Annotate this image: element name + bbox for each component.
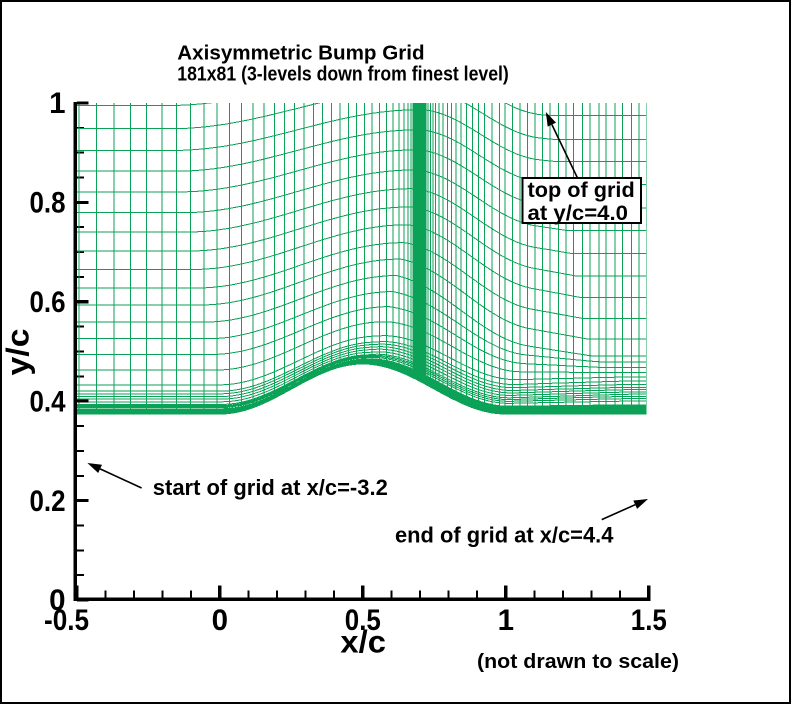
svg-text:0.5: 0.5	[345, 604, 381, 637]
svg-text:0.2: 0.2	[30, 485, 66, 518]
svg-text:(not drawn to scale): (not drawn to scale)	[477, 650, 679, 673]
svg-text:at y/c=4.0: at y/c=4.0	[528, 201, 629, 225]
svg-text:1.5: 1.5	[631, 604, 667, 637]
svg-text:start of grid at x/c=-3.2: start of grid at x/c=-3.2	[153, 475, 388, 500]
svg-text:-0.5: -0.5	[44, 604, 89, 637]
svg-text:1: 1	[498, 604, 514, 637]
svg-text:0.4: 0.4	[30, 385, 67, 418]
svg-text:x/c: x/c	[340, 624, 386, 660]
svg-text:0.8: 0.8	[30, 187, 66, 220]
svg-text:0: 0	[49, 584, 65, 617]
svg-text:181x81 (3-levels down from fin: 181x81 (3-levels down from finest level)	[177, 64, 509, 86]
svg-text:top of grid: top of grid	[528, 178, 635, 202]
svg-text:y/c: y/c	[0, 329, 36, 376]
svg-text:0.6: 0.6	[30, 286, 66, 319]
svg-text:end of grid at x/c=4.4: end of grid at x/c=4.4	[395, 523, 613, 548]
svg-text:Axisymmetric Bump Grid: Axisymmetric Bump Grid	[177, 42, 424, 64]
svg-text:0: 0	[212, 604, 228, 637]
svg-text:1: 1	[49, 87, 65, 120]
